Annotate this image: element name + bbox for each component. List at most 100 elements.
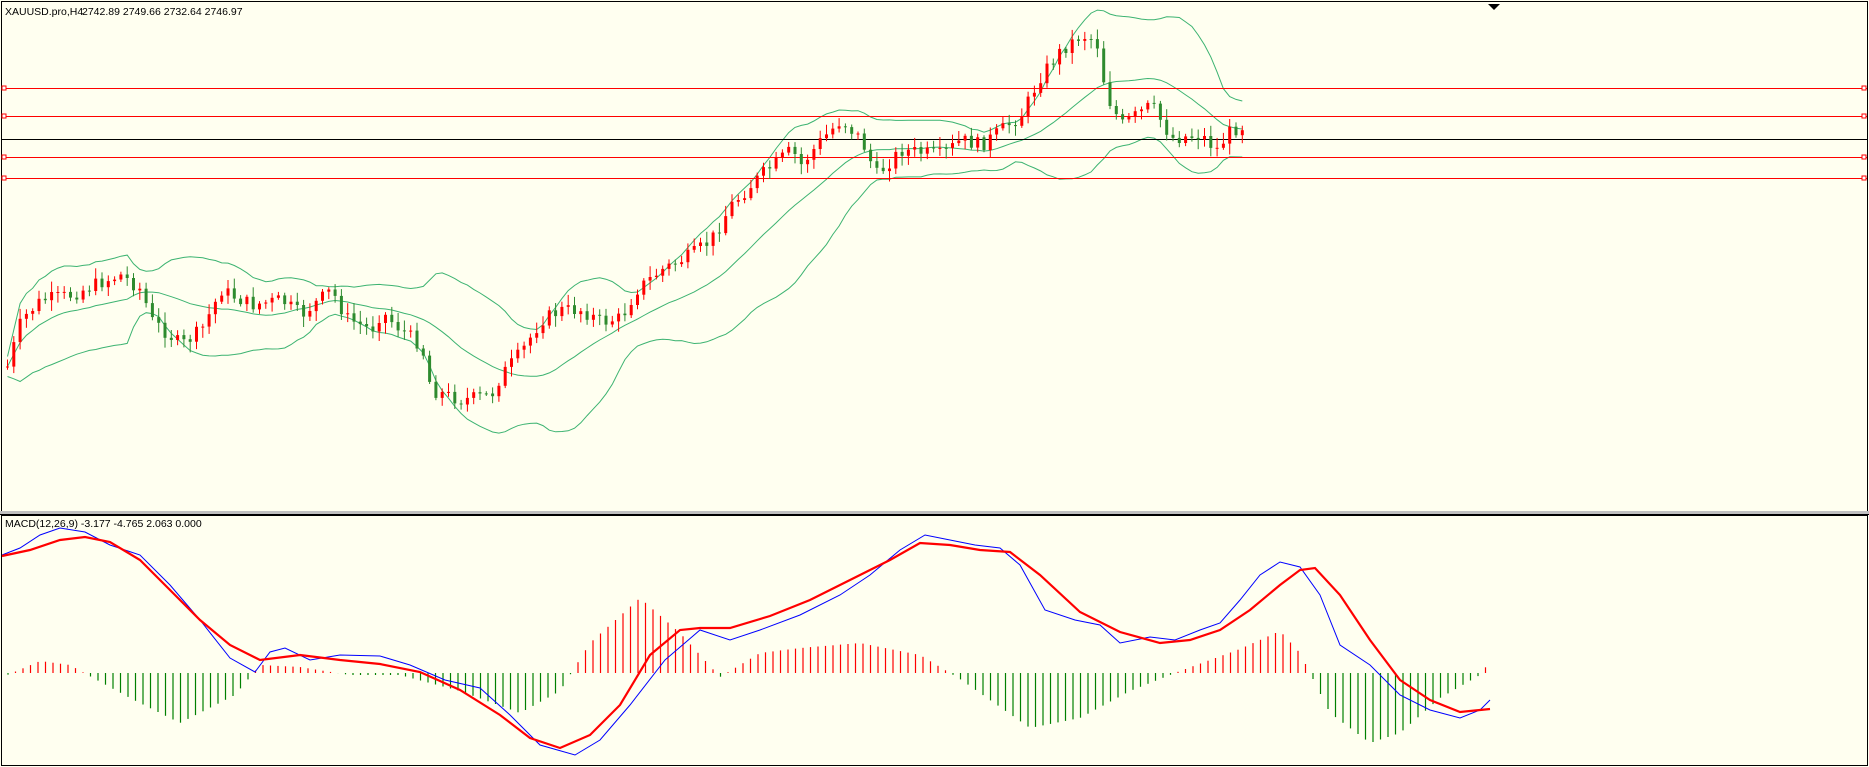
candle-body — [402, 330, 406, 332]
candle — [1020, 108, 1024, 128]
resistance-level-line[interactable] — [1, 113, 1867, 119]
candle — [705, 231, 709, 256]
candle-body — [598, 314, 602, 316]
candle-body — [69, 291, 72, 298]
candle — [988, 127, 992, 158]
candle-body — [308, 311, 312, 317]
level-handle-left[interactable] — [1, 85, 7, 91]
candle-body — [220, 295, 224, 302]
candle-body — [1114, 106, 1118, 115]
candle-body — [251, 296, 255, 310]
candle — [730, 194, 734, 219]
candle — [1070, 29, 1074, 64]
resistance-level-line[interactable] — [1, 85, 1867, 91]
candle — [528, 333, 532, 354]
level-handle-left[interactable] — [1, 113, 7, 119]
candle — [636, 289, 639, 310]
candle-body — [163, 322, 167, 338]
candle — [755, 172, 759, 194]
candle-body — [264, 302, 268, 304]
candle — [138, 282, 142, 300]
candle — [1039, 73, 1043, 97]
candle-body — [1133, 111, 1137, 117]
candle-body — [560, 306, 564, 317]
candle-body — [232, 288, 236, 299]
candle — [1184, 133, 1188, 147]
candle-body — [636, 294, 639, 305]
candle — [75, 291, 79, 304]
candle-body — [157, 317, 161, 323]
candle — [207, 304, 211, 334]
candle — [1077, 35, 1080, 46]
level-handle-right[interactable] — [1861, 85, 1867, 91]
candle — [680, 255, 684, 267]
candle — [465, 387, 469, 412]
candle-body — [1184, 136, 1188, 143]
candle — [163, 312, 167, 348]
level-handle-left[interactable] — [1, 175, 7, 181]
candle-body — [182, 335, 186, 340]
candle — [270, 293, 274, 312]
candle-body — [629, 305, 633, 316]
macd-window[interactable]: MACD(12,26,9) -3.177 -4.765 2.063 0.000 — [1, 515, 1868, 766]
candle — [629, 299, 633, 318]
candle-body — [258, 303, 261, 310]
candle — [1114, 100, 1118, 120]
candle-body — [56, 292, 60, 293]
candle-body — [932, 147, 936, 149]
candle — [1215, 137, 1219, 157]
candle — [484, 391, 488, 396]
candle-body — [573, 305, 576, 314]
candle-body — [169, 337, 173, 340]
candle — [503, 361, 507, 389]
candle — [648, 266, 652, 290]
candle — [396, 313, 400, 337]
candle-body — [988, 134, 992, 151]
candle-body — [667, 263, 671, 269]
candle-body — [913, 147, 917, 150]
candle-body — [276, 295, 280, 298]
horizontal-levels[interactable] — [1, 85, 1867, 181]
candle — [239, 295, 243, 307]
candle — [428, 350, 432, 384]
candle — [1240, 125, 1244, 144]
level-handle-right[interactable] — [1861, 175, 1867, 181]
level-handle-right[interactable] — [1861, 113, 1867, 119]
level-handle-right[interactable] — [1861, 154, 1867, 160]
candle — [314, 298, 318, 321]
candle — [642, 278, 646, 300]
main-chart-window[interactable]: XAUUSD.pro,H4 2742.89 2749.66 2732.64 27… — [1, 1, 1868, 512]
candle-body — [358, 321, 362, 325]
candle-body — [648, 277, 652, 281]
candle — [113, 276, 117, 286]
candle-body — [755, 175, 759, 189]
candle-body — [138, 288, 142, 291]
candle — [573, 296, 576, 319]
support-level-line[interactable] — [1, 154, 1867, 160]
candle — [862, 128, 866, 152]
candle-body — [365, 324, 369, 327]
candle — [1032, 85, 1036, 106]
candle — [686, 243, 690, 269]
candle — [604, 308, 608, 332]
candle-body — [239, 298, 243, 305]
level-handle-left[interactable] — [1, 154, 7, 160]
candle — [150, 294, 154, 321]
candle — [1228, 119, 1232, 155]
support-level-line[interactable] — [1, 175, 1867, 181]
candle-body — [346, 313, 350, 315]
window-separator[interactable] — [0, 511, 1869, 515]
candle — [302, 299, 306, 327]
candle — [1001, 116, 1005, 131]
candle-body — [736, 200, 740, 202]
candle — [938, 137, 942, 156]
candle-body — [24, 313, 28, 319]
candle — [415, 322, 419, 352]
chart-shift-marker-icon[interactable] — [1488, 4, 1500, 10]
candle — [1007, 114, 1011, 134]
candle-body — [1146, 102, 1150, 110]
candle — [843, 123, 847, 134]
candle-body — [787, 146, 791, 153]
candle — [749, 179, 753, 201]
